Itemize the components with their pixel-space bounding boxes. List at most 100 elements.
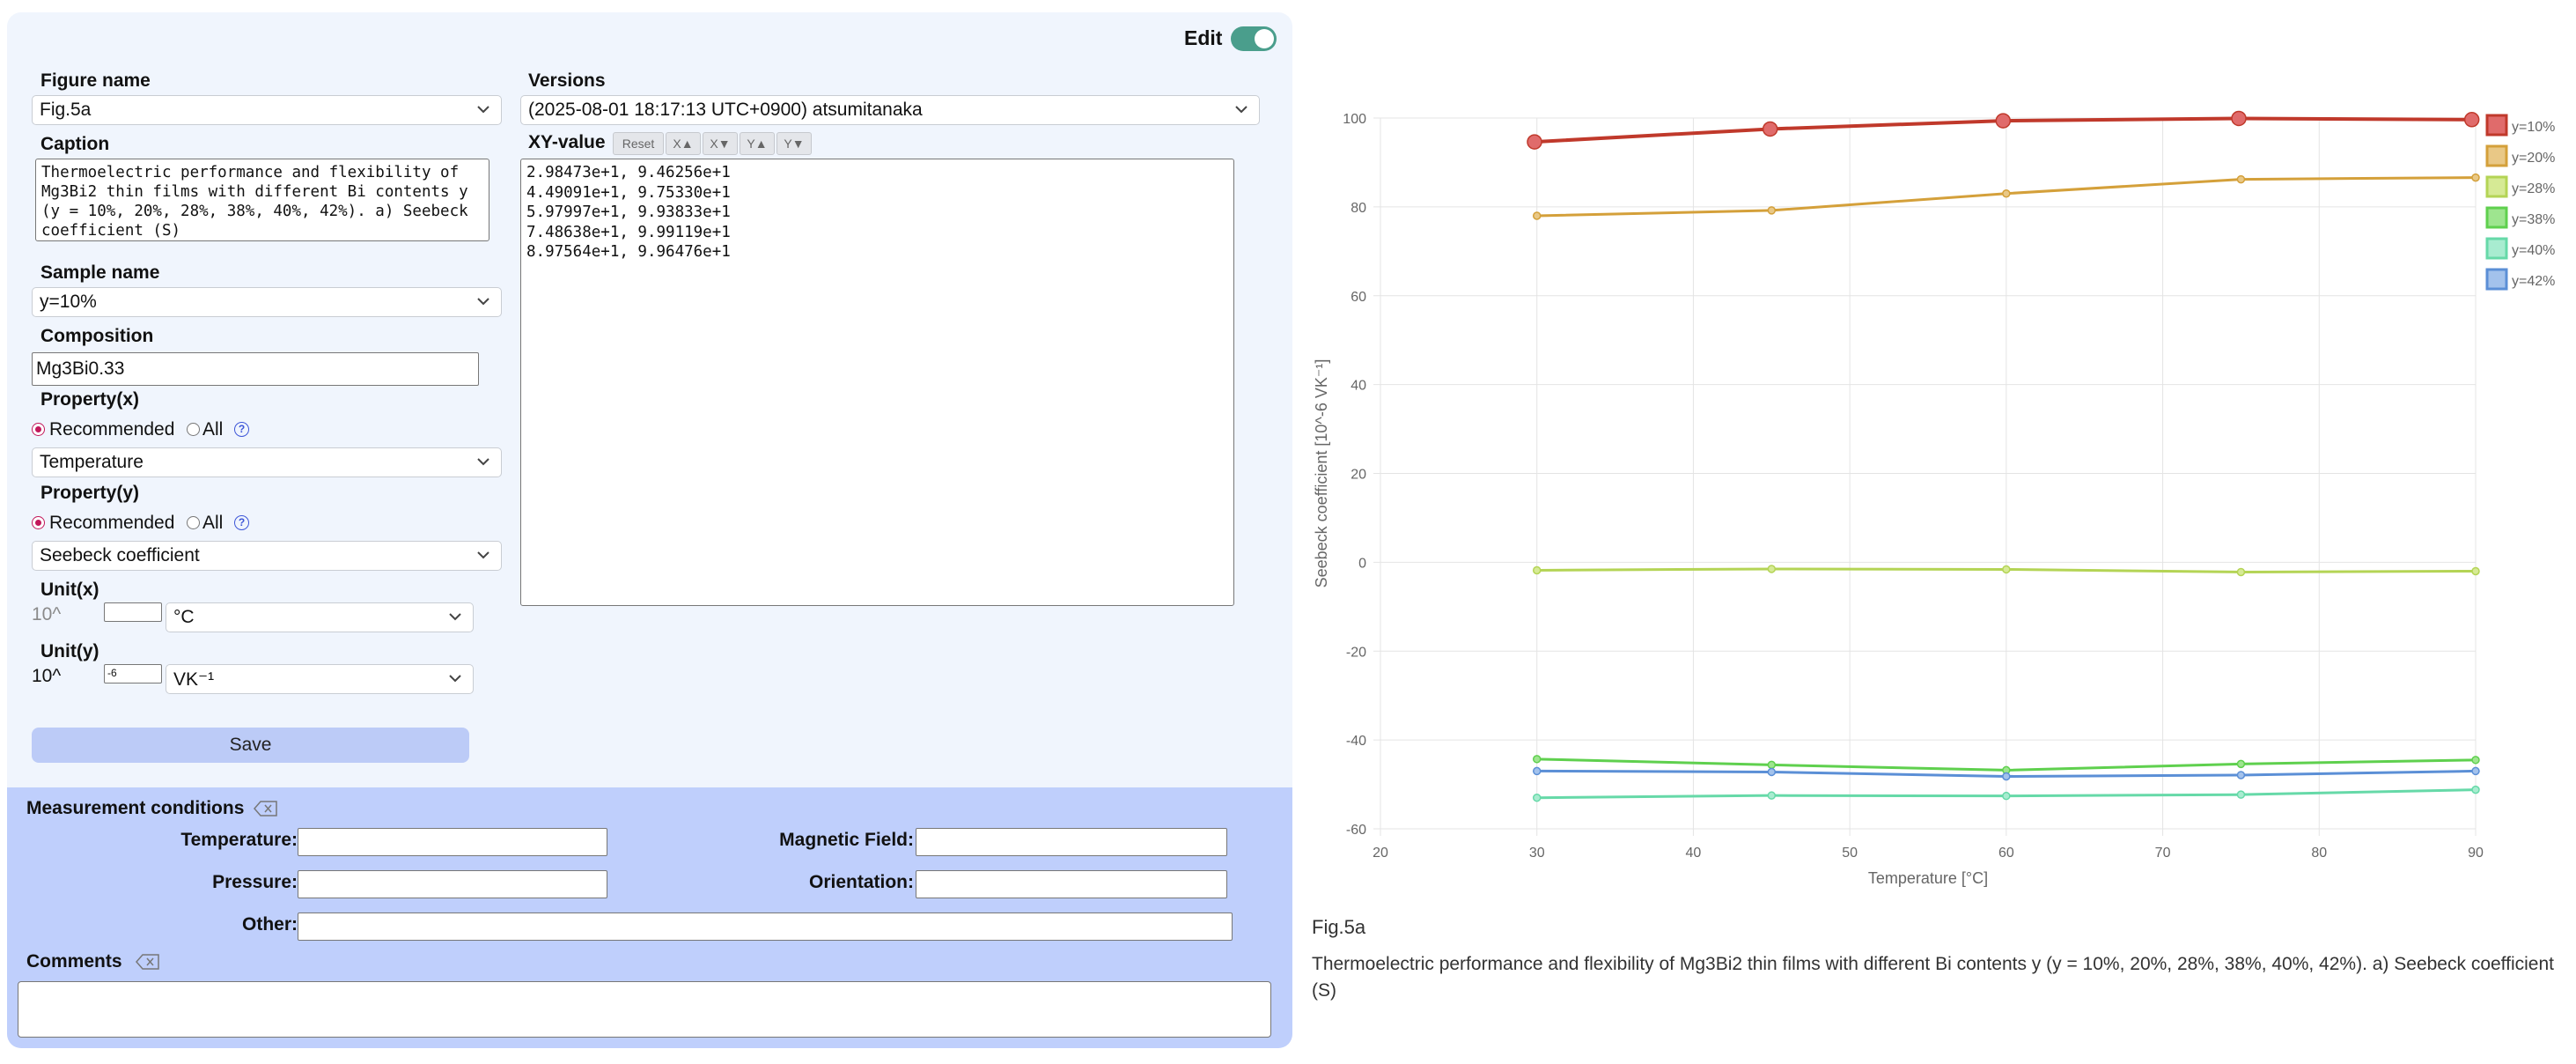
legend-label: y=10% xyxy=(2512,120,2555,135)
orientation-input[interactable] xyxy=(916,870,1227,898)
chevron-down-icon xyxy=(477,106,489,114)
edit-toggle[interactable] xyxy=(1231,26,1277,51)
data-point xyxy=(1995,113,2012,129)
magnetic-field-input[interactable] xyxy=(916,828,1227,856)
property-y-all-radio[interactable] xyxy=(187,516,200,529)
chevron-down-icon xyxy=(1235,106,1248,114)
data-point xyxy=(1767,565,1777,573)
pressure-label: Pressure: xyxy=(212,872,298,892)
temperature-input[interactable] xyxy=(298,828,607,856)
data-point xyxy=(1532,565,1542,575)
unit-x-select[interactable]: °C xyxy=(166,602,474,632)
property-x-recommended-radio[interactable] xyxy=(32,423,45,436)
chevron-down-icon xyxy=(449,613,461,621)
unit-x-label: Unit(x) xyxy=(40,580,99,600)
data-point xyxy=(1767,206,1777,215)
data-point xyxy=(1527,134,1542,150)
x-tick-label: 70 xyxy=(2155,846,2171,861)
data-point xyxy=(2236,567,2246,577)
chevron-down-icon xyxy=(477,458,489,466)
property-x-recommended-label: Recommended xyxy=(49,419,175,440)
property-x-all-radio[interactable] xyxy=(187,423,200,436)
reset-button[interactable]: Reset xyxy=(613,132,664,155)
measurement-conditions-title: Measurement conditions xyxy=(26,798,245,818)
help-icon[interactable]: ? xyxy=(234,515,249,530)
legend-swatch xyxy=(2485,268,2508,291)
property-y-select[interactable]: Seebeck coefficient xyxy=(32,541,502,571)
y-tick-label: 80 xyxy=(1351,201,1366,216)
unit-x-exponent-input[interactable] xyxy=(104,602,162,622)
save-button[interactable]: Save xyxy=(32,728,469,763)
property-x-select[interactable]: Temperature xyxy=(32,447,502,477)
seebeck-chart: 20 30 40 50 60 70 80 90 -60 -40 -20 0 20 40 60 80 100 Tem… xyxy=(1313,110,2555,887)
caption-label: Caption xyxy=(40,134,110,154)
property-y-recommended-radio[interactable] xyxy=(32,516,45,529)
backspace-icon[interactable] xyxy=(136,954,160,970)
y-up-button[interactable]: Y▲ xyxy=(740,132,775,155)
property-y-all-label: All xyxy=(202,513,224,533)
legend-label: y=42% xyxy=(2512,274,2555,289)
caption-textarea[interactable]: Thermoelectric performance and flexibili… xyxy=(35,159,489,241)
comments-textarea[interactable] xyxy=(18,981,1271,1038)
data-point xyxy=(2002,791,2011,801)
x-tick-label: 30 xyxy=(1529,846,1545,861)
x-down-button[interactable]: X▼ xyxy=(703,132,738,155)
data-point xyxy=(1767,760,1777,770)
unit-y-exponent-input[interactable]: -6 xyxy=(104,664,162,683)
data-point xyxy=(2236,759,2246,769)
unit-x-power: 10^ xyxy=(32,604,62,624)
temperature-label: Temperature: xyxy=(180,830,298,850)
sample-name-value: y=10% xyxy=(40,292,97,312)
y-down-button[interactable]: Y▼ xyxy=(776,132,812,155)
legend-label: y=28% xyxy=(2512,181,2555,196)
legend-swatch xyxy=(2485,114,2508,137)
data-point xyxy=(1532,755,1542,764)
figure-name-value: Fig.5a xyxy=(40,100,92,120)
data-point xyxy=(1532,211,1542,220)
unit-y-select[interactable]: VK⁻¹ xyxy=(166,664,474,694)
other-input[interactable] xyxy=(298,913,1233,941)
data-point xyxy=(1532,793,1542,802)
help-icon[interactable]: ? xyxy=(234,422,249,437)
legend-swatch xyxy=(2485,144,2508,167)
x-tick-label: 60 xyxy=(1998,846,2014,861)
property-x-label: Property(x) xyxy=(40,389,140,410)
x-up-button[interactable]: X▲ xyxy=(666,132,701,155)
chevron-down-icon xyxy=(477,551,489,559)
comments-title: Comments xyxy=(26,951,122,972)
other-label: Other: xyxy=(242,914,298,935)
legend-swatch xyxy=(2485,206,2508,229)
sample-name-label: Sample name xyxy=(40,262,160,283)
data-point xyxy=(2002,772,2011,781)
data-point xyxy=(2471,785,2480,794)
xy-value-textarea[interactable]: 2.98473e+1, 9.46256e+1 4.49091e+1, 9.753… xyxy=(520,159,1234,606)
y-tick-label: 0 xyxy=(1358,556,1366,571)
backspace-icon[interactable] xyxy=(254,801,278,816)
data-point xyxy=(2471,766,2480,776)
edit-toggle-label: Edit xyxy=(1184,26,1223,49)
chart-container: 20 30 40 50 60 70 80 90 -60 -40 -20 0 20 40 60 80 100 Tem… xyxy=(1303,97,2576,907)
sample-name-select[interactable]: y=10% xyxy=(32,287,502,317)
composition-input[interactable]: Mg3Bi0.33 xyxy=(32,352,479,386)
y-tick-label: 100 xyxy=(1343,112,1366,127)
pressure-input[interactable] xyxy=(298,870,607,898)
property-y-label: Property(y) xyxy=(40,483,140,503)
y-tick-label: -60 xyxy=(1346,823,1366,838)
legend-label: y=20% xyxy=(2512,151,2555,166)
data-point xyxy=(2463,112,2480,128)
x-tick-label: 90 xyxy=(2468,846,2484,861)
y-tick-label: -40 xyxy=(1346,734,1366,749)
property-y-recommended-label: Recommended xyxy=(49,513,175,533)
data-point xyxy=(2002,188,2011,198)
figure-name-select[interactable]: Fig.5a xyxy=(32,95,502,125)
legend-label: y=40% xyxy=(2512,243,2555,258)
figure-name-label: Figure name xyxy=(40,70,151,91)
data-point xyxy=(2236,790,2246,799)
data-point xyxy=(2236,174,2246,184)
x-tick-label: 40 xyxy=(1686,846,1702,861)
unit-y-label: Unit(y) xyxy=(40,641,99,661)
unit-x-value: °C xyxy=(173,607,195,627)
y-tick-label: -20 xyxy=(1346,645,1366,660)
versions-select[interactable]: (2025-08-01 18:17:13 UTC+0900) atsumitan… xyxy=(520,95,1260,125)
data-point xyxy=(1767,791,1777,800)
